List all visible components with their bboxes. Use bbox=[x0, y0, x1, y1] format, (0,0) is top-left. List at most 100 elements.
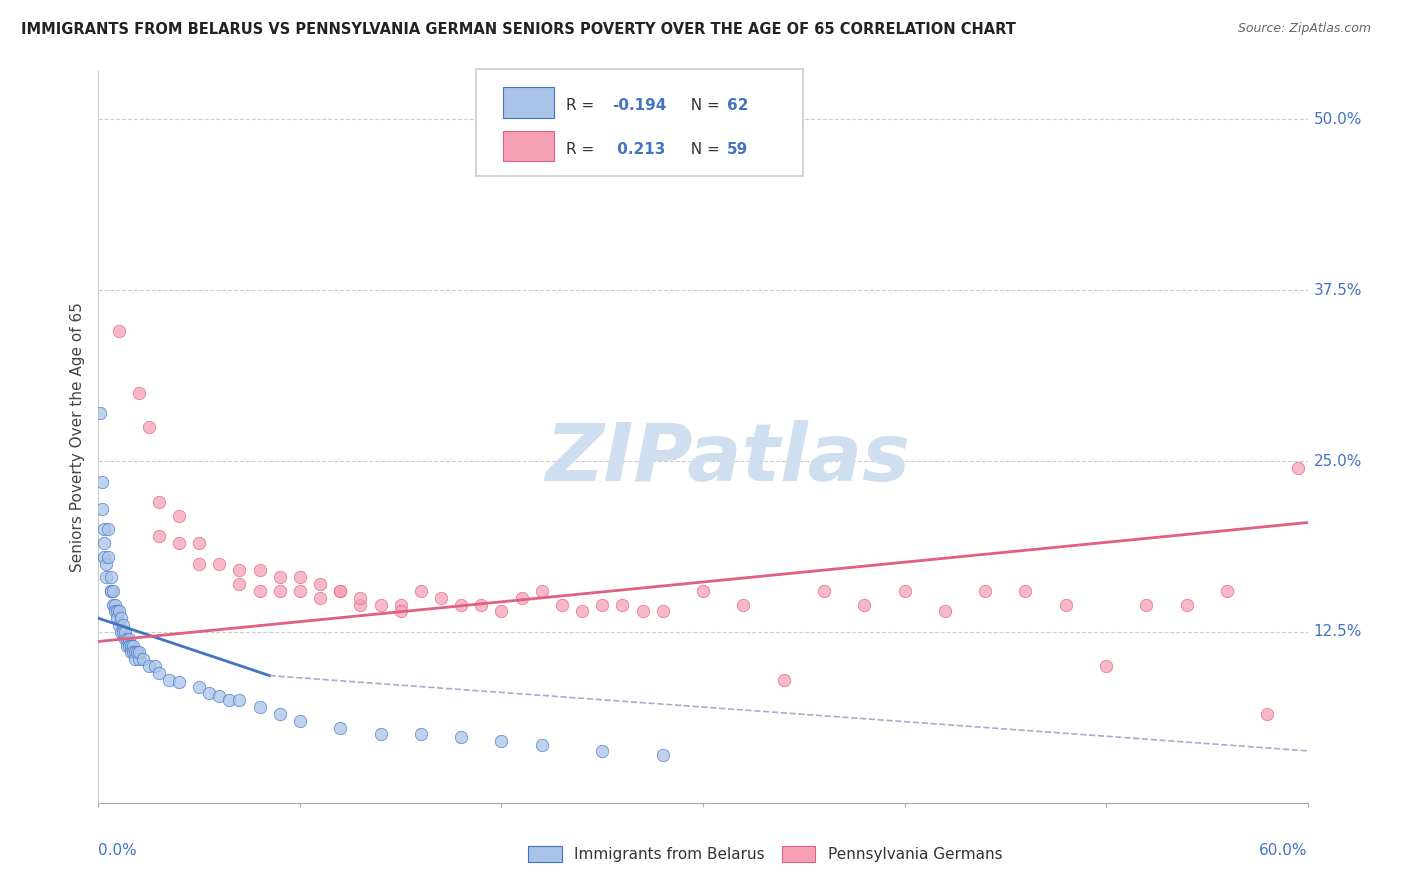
Point bbox=[329, 721, 352, 735]
Point bbox=[430, 591, 453, 605]
Point bbox=[530, 739, 553, 753]
Point bbox=[974, 583, 997, 598]
Point bbox=[934, 604, 956, 618]
Point bbox=[530, 583, 553, 598]
Point bbox=[450, 598, 472, 612]
Point bbox=[148, 529, 170, 543]
Point bbox=[105, 604, 128, 618]
Text: -0.194: -0.194 bbox=[613, 98, 666, 113]
Point bbox=[138, 659, 160, 673]
Point bbox=[591, 744, 613, 758]
Text: 0.213: 0.213 bbox=[613, 142, 665, 157]
Point bbox=[692, 583, 714, 598]
Point bbox=[612, 598, 634, 612]
Point bbox=[349, 591, 371, 605]
Point bbox=[93, 536, 115, 550]
Point bbox=[124, 652, 146, 666]
Point bbox=[1054, 598, 1077, 612]
Point bbox=[228, 693, 250, 707]
Point bbox=[228, 577, 250, 591]
Point bbox=[111, 624, 134, 639]
Point bbox=[120, 645, 142, 659]
Text: 60.0%: 60.0% bbox=[1260, 843, 1308, 858]
Point bbox=[208, 557, 231, 571]
Point bbox=[96, 570, 118, 584]
Point bbox=[188, 536, 211, 550]
Point bbox=[148, 495, 170, 509]
Point bbox=[249, 583, 271, 598]
Point bbox=[100, 570, 122, 584]
Point bbox=[157, 673, 180, 687]
Point bbox=[631, 604, 654, 618]
Text: IMMIGRANTS FROM BELARUS VS PENNSYLVANIA GERMAN SENIORS POVERTY OVER THE AGE OF 6: IMMIGRANTS FROM BELARUS VS PENNSYLVANIA … bbox=[21, 22, 1017, 37]
Point bbox=[893, 583, 915, 598]
Point bbox=[198, 686, 221, 700]
Point bbox=[93, 522, 115, 536]
Point bbox=[470, 598, 492, 612]
Point bbox=[228, 563, 250, 577]
Point bbox=[111, 618, 134, 632]
Text: ZIPatlas: ZIPatlas bbox=[544, 420, 910, 498]
Point bbox=[450, 730, 472, 744]
Point bbox=[143, 659, 166, 673]
Point bbox=[409, 583, 432, 598]
Point bbox=[100, 583, 122, 598]
Point bbox=[121, 645, 143, 659]
Point bbox=[1135, 598, 1157, 612]
Text: 37.5%: 37.5% bbox=[1313, 283, 1362, 298]
Text: 12.5%: 12.5% bbox=[1313, 624, 1362, 640]
Point bbox=[853, 598, 876, 612]
Point bbox=[96, 557, 118, 571]
Point bbox=[103, 598, 125, 612]
Point bbox=[1175, 598, 1198, 612]
Point bbox=[269, 570, 291, 584]
Point bbox=[167, 508, 190, 523]
Point bbox=[370, 727, 392, 741]
Point bbox=[288, 583, 311, 598]
Point bbox=[309, 591, 332, 605]
Point bbox=[349, 598, 371, 612]
Text: 62: 62 bbox=[727, 98, 748, 113]
Point bbox=[97, 549, 120, 564]
Point bbox=[1256, 706, 1278, 721]
Point bbox=[269, 706, 291, 721]
Point bbox=[651, 604, 673, 618]
Point bbox=[128, 385, 150, 400]
Point bbox=[208, 689, 231, 703]
Text: 25.0%: 25.0% bbox=[1313, 453, 1362, 468]
Point bbox=[269, 583, 291, 598]
Text: Source: ZipAtlas.com: Source: ZipAtlas.com bbox=[1237, 22, 1371, 36]
Point bbox=[121, 639, 143, 653]
Point bbox=[218, 693, 240, 707]
Point bbox=[329, 583, 352, 598]
Point bbox=[120, 639, 142, 653]
Point bbox=[118, 632, 141, 646]
Point bbox=[551, 598, 574, 612]
Point bbox=[188, 680, 211, 694]
Point bbox=[249, 700, 271, 714]
Point bbox=[107, 324, 129, 338]
Text: N =: N = bbox=[682, 98, 725, 113]
Text: Immigrants from Belarus: Immigrants from Belarus bbox=[574, 847, 765, 862]
Point bbox=[1014, 583, 1036, 598]
Point bbox=[114, 632, 136, 646]
Point bbox=[772, 673, 794, 687]
Point bbox=[128, 652, 150, 666]
Text: Pennsylvania Germans: Pennsylvania Germans bbox=[828, 847, 1002, 862]
Point bbox=[118, 639, 141, 653]
Point bbox=[114, 624, 136, 639]
Point bbox=[309, 577, 332, 591]
Point bbox=[124, 645, 146, 659]
Point bbox=[110, 611, 132, 625]
Point bbox=[128, 645, 150, 659]
Point bbox=[167, 675, 190, 690]
Point bbox=[651, 747, 673, 762]
Point bbox=[101, 598, 124, 612]
Point bbox=[1216, 583, 1239, 598]
Point bbox=[491, 734, 513, 748]
Text: 50.0%: 50.0% bbox=[1313, 112, 1362, 127]
Point bbox=[1095, 659, 1118, 673]
Point bbox=[288, 714, 311, 728]
Point bbox=[389, 598, 412, 612]
Point bbox=[115, 639, 138, 653]
